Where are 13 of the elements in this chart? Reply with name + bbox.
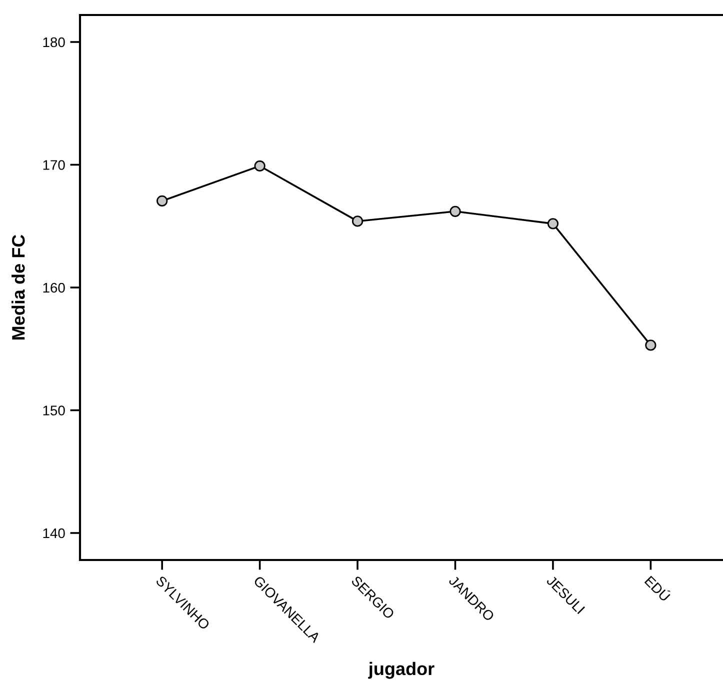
y-tick-label: 170 [43,160,65,170]
y-tick-label: 140 [43,528,65,538]
point [254,160,266,172]
point [450,206,461,217]
x-axis-title: jugador [368,662,434,679]
y-tick-label: 160 [43,282,65,293]
point [645,340,656,351]
y-tick-label: 150 [43,406,65,416]
point [156,195,168,207]
point [547,218,559,230]
y-axis-title: Media de FC [12,234,25,340]
point [352,216,364,227]
y-tick-label: 180 [43,37,65,48]
